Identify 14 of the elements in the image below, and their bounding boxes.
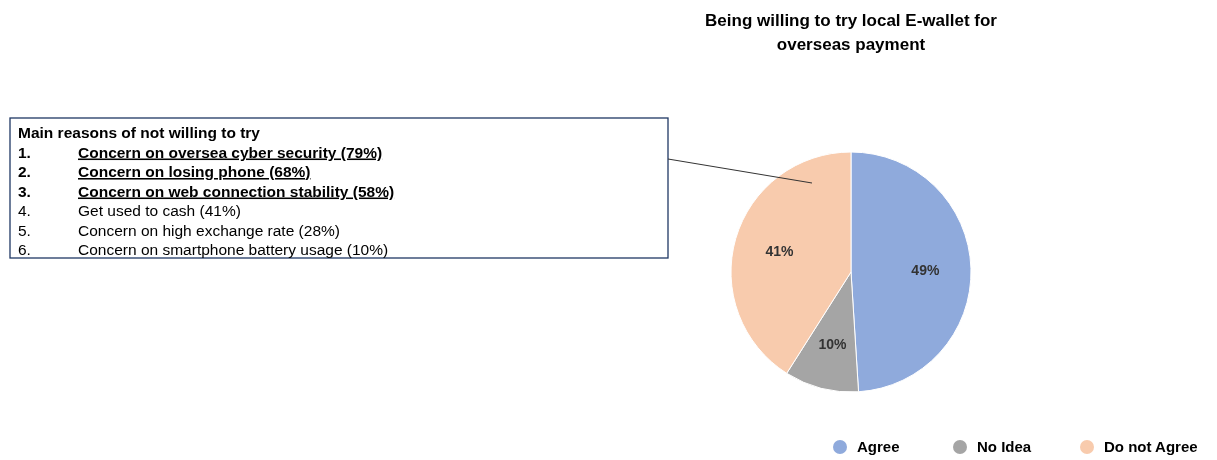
text: 5. Concern on high exchange rate (28%)	[18, 221, 340, 239]
legend-label: No Idea	[977, 438, 1032, 455]
text: 3. Concern on web connection stability (58%)	[18, 182, 395, 200]
data-label: 41%	[765, 243, 795, 260]
text: 6. Concern on smartphone battery usage (10%)	[18, 241, 389, 258]
data-label: 10%	[818, 335, 848, 352]
text: 4. Get used to cash (41%)	[18, 202, 241, 219]
text: 1. Concern on oversea cyber security (79%)	[18, 143, 383, 161]
chart-title: Being willing to try local E-wallet for overseas payment	[705, 11, 998, 54]
text: Main reasons of not willing to try	[18, 124, 261, 141]
legend-label: Do not Agree	[1104, 438, 1198, 455]
legend-label: Agree	[857, 438, 900, 455]
data-label: 49%	[911, 261, 940, 278]
text: 2. Concern on losing phone (68%)	[18, 163, 311, 180]
